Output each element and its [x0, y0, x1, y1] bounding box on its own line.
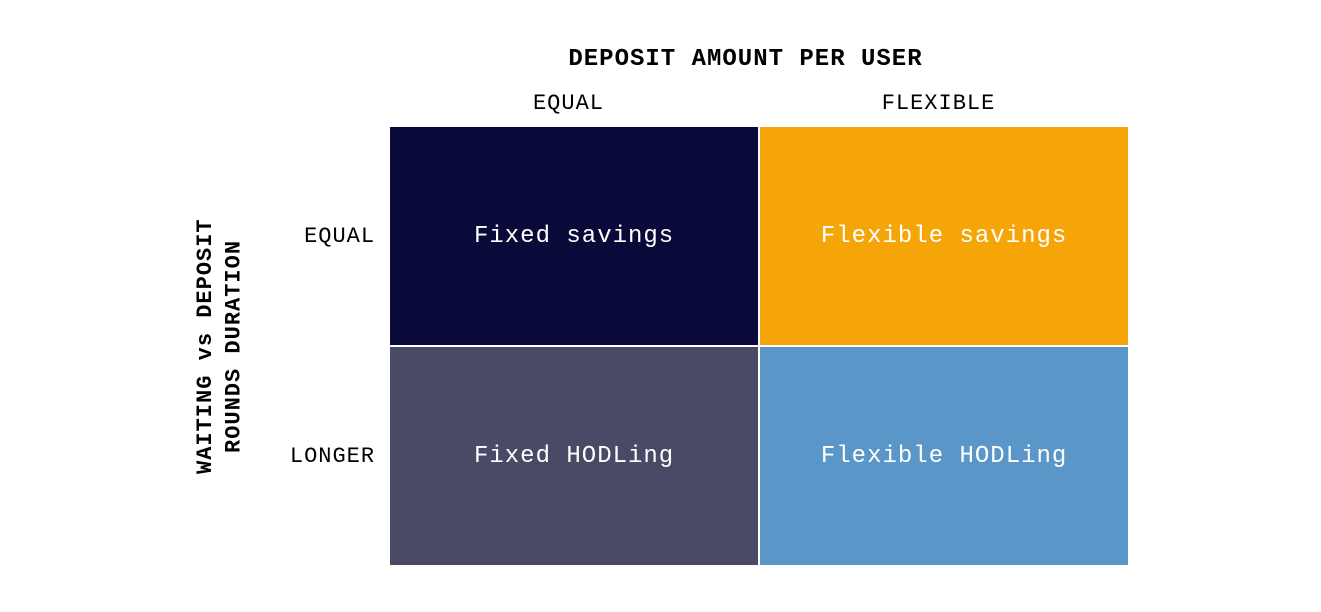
- left-axis-title: WAITING vs DEPOSIT ROUNDS DURATION: [192, 126, 249, 566]
- matrix-diagram: DEPOSIT AMOUNT PER USER EQUAL FLEXIBLE W…: [192, 46, 1129, 566]
- cell-flexible-hodling: Flexible HODLing: [759, 346, 1129, 566]
- cell-fixed-savings: Fixed savings: [389, 126, 759, 346]
- cell-fixed-hodling: Fixed HODLing: [389, 346, 759, 566]
- cell-flexible-savings: Flexible savings: [759, 126, 1129, 346]
- left-labels: WAITING vs DEPOSIT ROUNDS DURATION EQUAL…: [192, 126, 389, 566]
- left-title-line1: WAITING vs DEPOSIT: [193, 218, 218, 474]
- column-header-flexible: FLEXIBLE: [754, 91, 1124, 116]
- row-labels: EQUAL LONGER: [265, 126, 389, 566]
- column-headers-row: EQUAL FLEXIBLE: [198, 91, 1124, 116]
- header-spacer: [198, 91, 384, 116]
- grid-area: WAITING vs DEPOSIT ROUNDS DURATION EQUAL…: [192, 126, 1129, 566]
- row-header-equal: EQUAL: [265, 126, 389, 346]
- row-header-longer: LONGER: [265, 346, 389, 566]
- column-header-equal: EQUAL: [384, 91, 754, 116]
- left-title-line2: ROUNDS DURATION: [222, 239, 247, 452]
- top-axis-title: DEPOSIT AMOUNT PER USER: [376, 46, 1116, 73]
- matrix-grid: Fixed savings Flexible savings Fixed HOD…: [389, 126, 1129, 566]
